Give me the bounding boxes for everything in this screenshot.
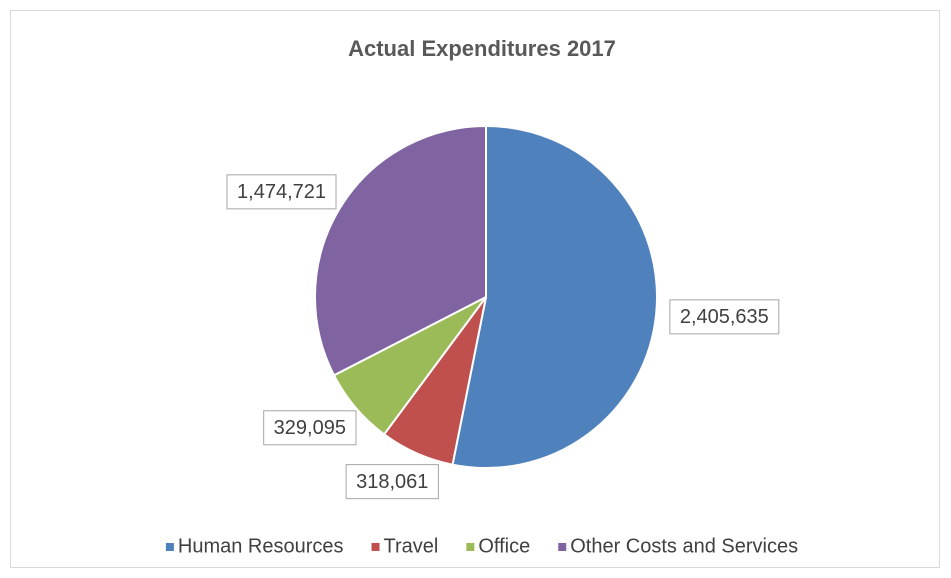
data-label-box (669, 299, 780, 335)
legend-swatch (371, 543, 380, 551)
legend-label: Office (478, 535, 530, 557)
data-label-box (263, 410, 357, 446)
chart-title: Actual Expenditures 2017 (348, 36, 616, 61)
data-label: 329,095 (274, 417, 346, 439)
data-label: 1,474,721 (237, 181, 326, 203)
legend-swatch (466, 543, 475, 551)
data-label: 2,405,635 (680, 306, 769, 328)
legend-label: Human Resources (178, 535, 344, 557)
pie-slice (451, 124, 658, 469)
legend-label: Other Costs and Services (570, 535, 798, 557)
legend-label: Travel (384, 535, 439, 557)
data-label-box (345, 464, 439, 500)
legend-swatch (558, 543, 567, 551)
data-label: 318,061 (356, 471, 428, 493)
legend-swatch (165, 543, 174, 551)
data-label-box (226, 174, 337, 210)
pie-slice (314, 124, 487, 377)
